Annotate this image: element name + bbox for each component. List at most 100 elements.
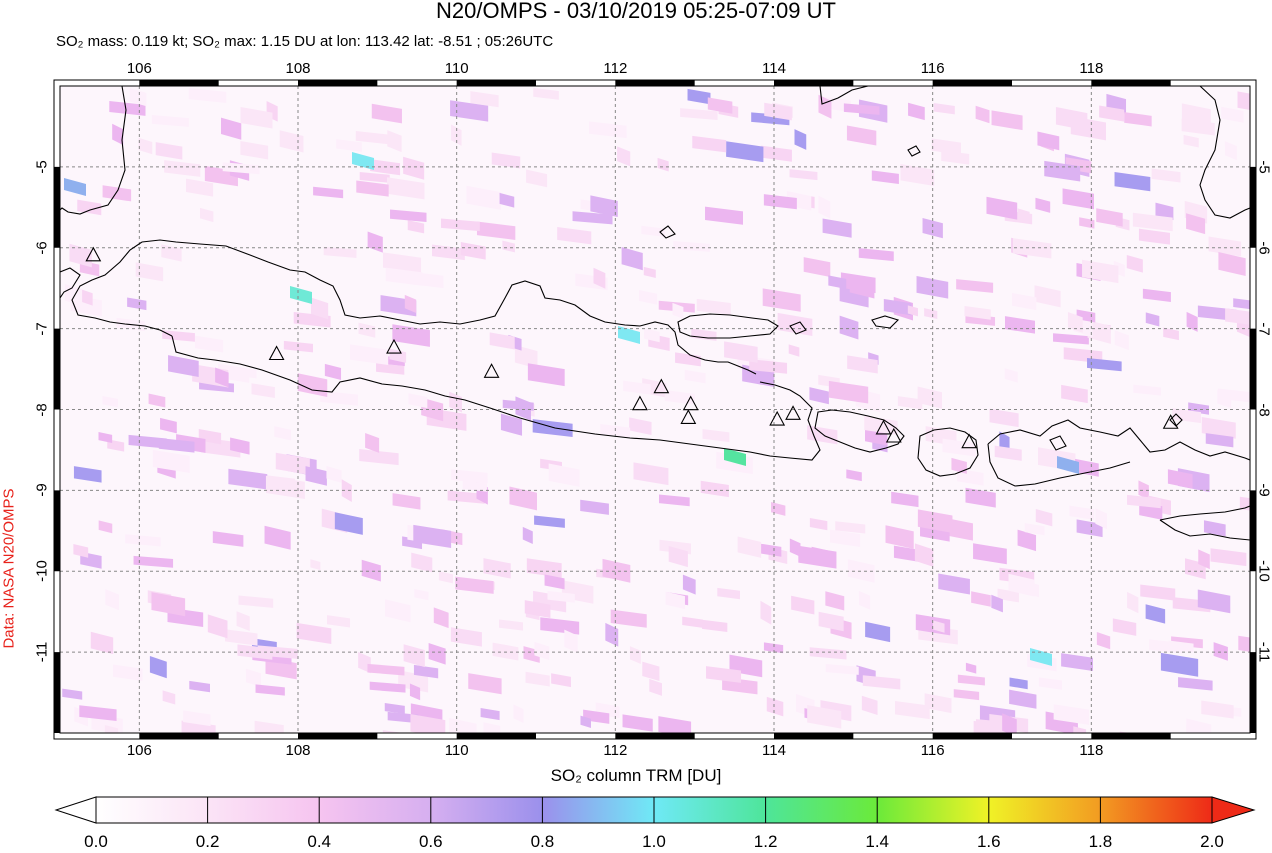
so2-pixel xyxy=(1126,254,1143,273)
so2-pixel xyxy=(706,666,742,683)
so2-pixel xyxy=(310,297,329,320)
so2-pixel xyxy=(367,663,405,676)
frame-segment-top xyxy=(774,80,854,86)
so2-pixel xyxy=(871,170,899,185)
lon-tick-label-bottom: 112 xyxy=(603,742,628,759)
so2-pixel xyxy=(572,211,613,225)
so2-pixel xyxy=(1217,390,1232,409)
so2-pixel-elevated xyxy=(64,178,86,196)
so2-pixel xyxy=(212,531,244,547)
so2-pixel xyxy=(476,221,516,240)
so2-pixel xyxy=(125,534,161,547)
coastline-small-islands xyxy=(659,145,1183,451)
so2-pixel xyxy=(942,438,976,457)
so2-pixel xyxy=(460,242,486,260)
so2-pixel xyxy=(138,137,153,155)
so2-pixel xyxy=(161,244,182,262)
so2-pixel xyxy=(1145,604,1166,624)
so2-pixel xyxy=(129,88,147,107)
so2-pixel xyxy=(1127,591,1139,614)
so2-pixel xyxy=(527,363,565,387)
so2-pixel xyxy=(908,102,925,121)
so2-pixel xyxy=(369,681,406,693)
so2-pixel xyxy=(633,462,669,486)
so2-pixel xyxy=(789,538,801,557)
so2-pixel xyxy=(1099,105,1125,122)
so2-pixel xyxy=(526,558,562,578)
so2-pixel xyxy=(1142,288,1171,302)
so2-pixel xyxy=(894,700,930,720)
coastline-flores xyxy=(1159,505,1250,541)
colorbar-tick-label: 0.2 xyxy=(195,832,220,851)
so2-pixel xyxy=(466,185,501,210)
volcano-marker xyxy=(386,338,402,354)
map-subtitle: SO₂ mass: 0.119 kt; SO₂ max: 1.15 DU at … xyxy=(56,33,554,50)
so2-pixel xyxy=(336,139,362,152)
so2-pixel xyxy=(168,355,199,378)
so2-pixel xyxy=(499,619,524,631)
coastline-sumatra xyxy=(60,86,127,215)
lat-tick-label-left: -11 xyxy=(33,641,51,663)
so2-pixel xyxy=(807,705,842,729)
so2-pixel xyxy=(1037,131,1060,151)
coastline-sumatra-south xyxy=(60,267,81,299)
so2-pixel xyxy=(862,675,901,690)
so2-pixel xyxy=(188,88,227,103)
so2-pixel xyxy=(1096,208,1123,227)
so2-pixel xyxy=(200,207,214,223)
so2-pixel xyxy=(183,710,211,727)
volcano-marker xyxy=(680,409,697,424)
so2-pixel xyxy=(917,509,953,533)
so2-pixel xyxy=(1249,134,1250,148)
so2-pixel xyxy=(564,629,578,653)
so2-pixel xyxy=(924,693,952,714)
so2-pixel xyxy=(610,609,647,628)
frame-segment-right xyxy=(1250,328,1256,410)
coastline-bali xyxy=(814,409,905,453)
coastline-java-north xyxy=(141,239,757,375)
so2-pixel xyxy=(222,162,260,175)
so2-pixel xyxy=(492,642,519,661)
so2-pixel xyxy=(758,543,782,557)
so2-pixel xyxy=(1114,330,1129,351)
so2-pixel xyxy=(1186,718,1212,733)
so2-pixel xyxy=(847,559,875,583)
so2-pixel xyxy=(964,305,991,320)
lon-tick-label-bottom: 116 xyxy=(920,742,945,759)
so2-pixel xyxy=(499,192,515,208)
so2-pixel xyxy=(924,308,938,319)
so2-pixel xyxy=(79,288,93,306)
so2-pixel xyxy=(98,520,113,534)
so2-pixel xyxy=(77,199,102,216)
so2-pixel xyxy=(1062,188,1095,210)
so2-pixel xyxy=(858,248,894,262)
so2-pixel xyxy=(98,431,113,443)
colorbar-tick-label: 0.6 xyxy=(418,832,443,851)
so2-pixel xyxy=(382,730,404,733)
so2-pixel xyxy=(105,589,120,611)
so2-pixel xyxy=(160,417,177,434)
so2-pixel xyxy=(102,395,118,408)
so2-pixel xyxy=(861,695,878,716)
so2-pixel xyxy=(1181,118,1215,136)
so2-pixel xyxy=(1218,252,1246,277)
so2-pixel xyxy=(323,246,357,259)
lon-tick-label-bottom: 118 xyxy=(1079,742,1104,759)
volcano-marker xyxy=(632,395,648,411)
frame-segment-right xyxy=(1250,166,1256,248)
so2-pixel xyxy=(534,641,550,661)
so2-pixel xyxy=(1133,384,1161,396)
colorbar-max-arrow xyxy=(1211,796,1256,824)
so2-pixel xyxy=(1237,91,1250,111)
so2-pixel xyxy=(1079,217,1095,229)
so2-pixel xyxy=(642,661,660,682)
so2-pixel xyxy=(522,526,533,544)
so2-pixel xyxy=(1044,160,1081,182)
so2-pixel xyxy=(387,177,425,200)
so2-pixel xyxy=(449,717,477,733)
volcano-marker xyxy=(885,427,902,443)
so2-pixel xyxy=(90,631,114,655)
so2-pixel xyxy=(766,696,784,717)
so2-pixel xyxy=(409,683,421,701)
so2-pixel xyxy=(991,110,1023,131)
